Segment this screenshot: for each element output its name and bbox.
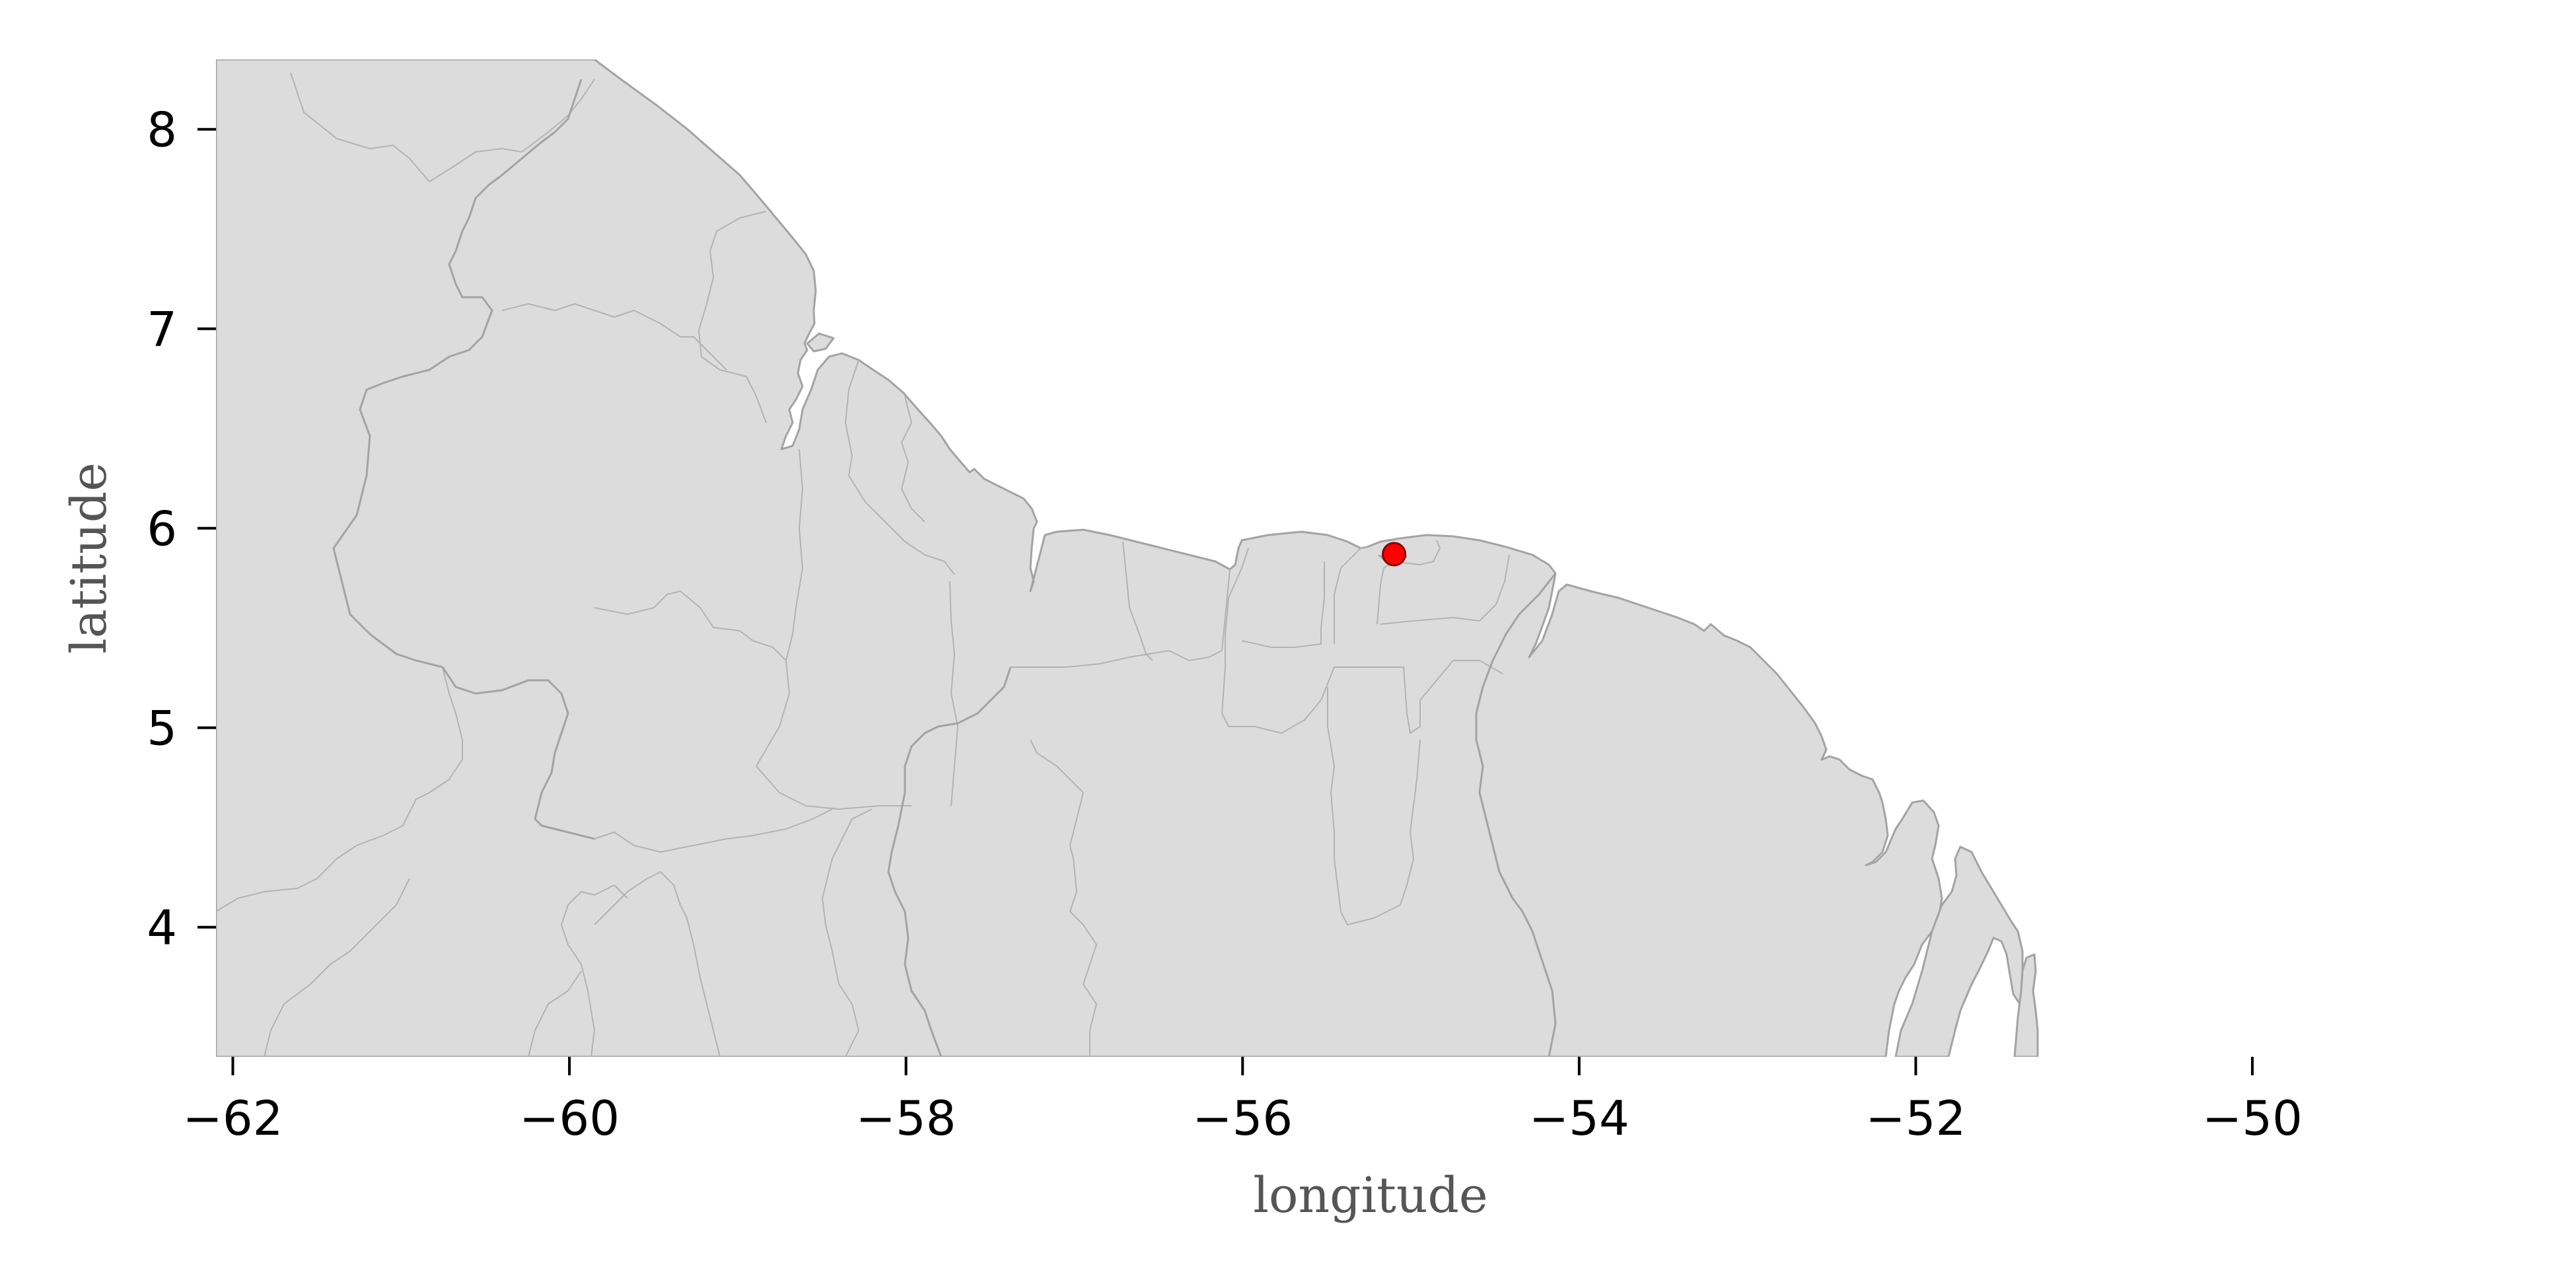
x-tick-label: −54 — [1529, 1091, 1629, 1146]
y-tick-label: 4 — [147, 900, 177, 956]
y-tick-label: 5 — [147, 701, 177, 756]
x-axis-label: longitude — [1253, 1167, 1487, 1224]
land-mass — [216, 59, 1943, 1057]
country-borders — [332, 79, 1557, 1057]
land-coastal-strip — [1894, 845, 2024, 1057]
x-axis: −62 −60 −58 −56 −54 −52 −50 — [183, 1057, 2303, 1146]
y-tick-label: 7 — [147, 302, 177, 357]
island — [806, 332, 835, 353]
admin-borders — [216, 72, 1510, 1057]
y-tick-label: 6 — [147, 501, 177, 557]
land-amapa-tip — [2013, 953, 2039, 1057]
x-tick-label: −52 — [1865, 1091, 1966, 1146]
x-tick-label: −60 — [519, 1091, 620, 1146]
x-tick-label: −56 — [1192, 1091, 1293, 1146]
y-axis-label: latitude — [61, 462, 118, 654]
location-marker[interactable] — [1382, 542, 1407, 567]
x-tick-label: −58 — [856, 1091, 956, 1146]
y-tick-label: 8 — [147, 102, 177, 158]
map-area[interactable] — [216, 59, 2039, 1116]
x-tick-label: −62 — [183, 1091, 283, 1146]
y-axis: 4 5 6 7 8 — [147, 102, 216, 956]
x-tick-label: −50 — [2202, 1091, 2303, 1146]
